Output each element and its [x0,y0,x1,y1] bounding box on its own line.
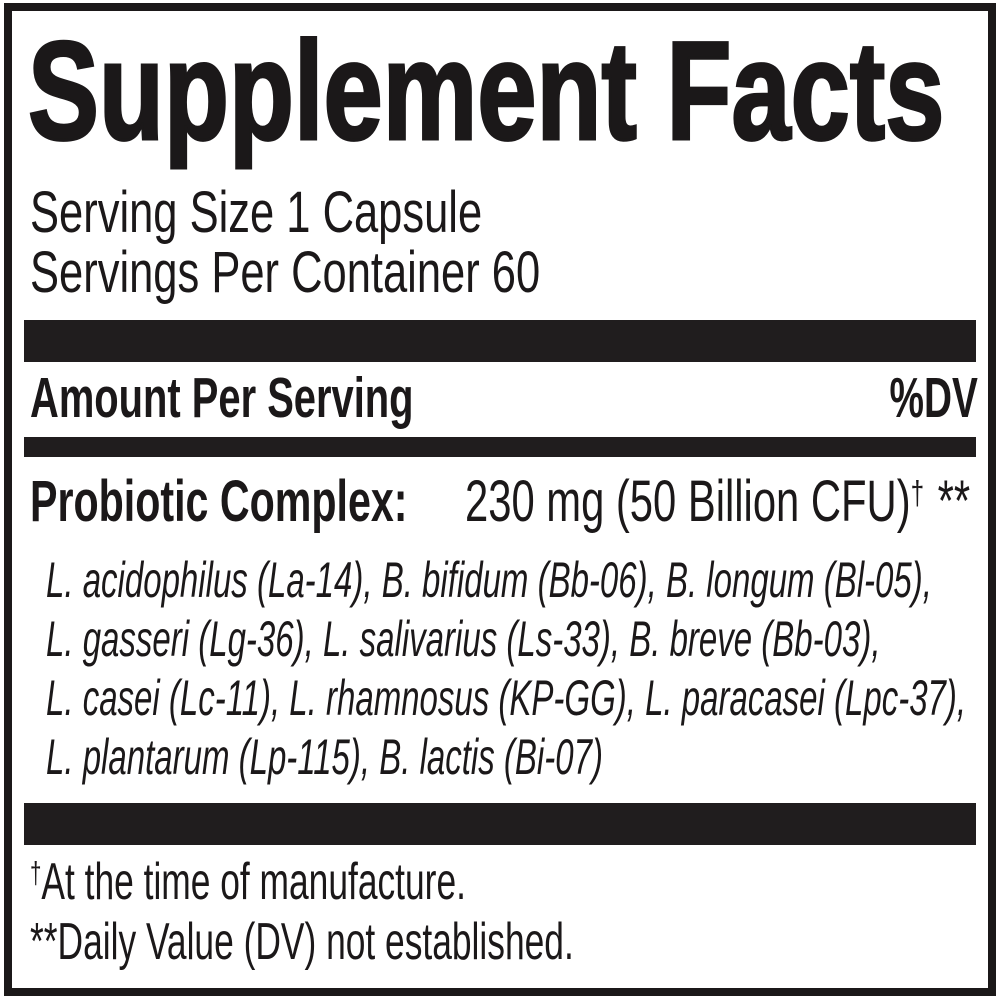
asterisk-mark: ** [30,913,58,971]
dagger-mark: † [30,857,42,891]
footnotes-block: †At the time of manufacture. **Daily Val… [30,852,830,972]
footnote-daily-value-text: Daily Value (DV) not established. [57,913,574,971]
amount-per-serving-header: Amount Per Serving [30,366,414,430]
label-border-frame [4,3,996,996]
ingredient-name: Probiotic Complex: [30,469,408,534]
supplement-facts-title: Supplement Facts [27,12,1000,169]
strain-list: L. acidophilus (La-14), B. bifidum (Bb-0… [46,551,1000,787]
ingredient-dv-value: ** [937,469,970,534]
divider-bar-bottom [24,803,976,845]
divider-bar-top [24,320,976,362]
strain-line: L. plantarum (Lp-115), B. lactis (Bi-07) [46,729,603,785]
ingredient-amount: 230 mg (50 Billion CFU)† [465,472,1000,541]
strain-line: L. gasseri (Lg-36), L. salivarius (Ls-33… [46,611,881,667]
footnote-manufacture-text: At the time of manufacture. [41,853,466,911]
serving-size-line: Serving Size 1 Capsule [30,180,483,245]
strain-line: L. acidophilus (La-14), B. bifidum (Bb-0… [46,552,932,608]
footnote-daily-value: **Daily Value (DV) not established. [30,912,830,972]
serving-info-block: Serving Size 1 Capsule Servings Per Cont… [30,183,710,303]
servings-per-container-line: Servings Per Container 60 [30,240,541,305]
footnote-manufacture: †At the time of manufacture. [30,852,830,912]
strain-line: L. casei (Lc-11), L. rhamnosus (KP-GG), … [46,670,967,726]
dagger-mark: † [910,474,925,512]
ingredient-amount-text: 230 mg (50 Billion CFU) [465,469,911,534]
percent-dv-header: %DV [889,366,978,430]
supplement-facts-title-text: Supplement Facts [27,12,946,169]
divider-bar-thin [24,437,976,457]
